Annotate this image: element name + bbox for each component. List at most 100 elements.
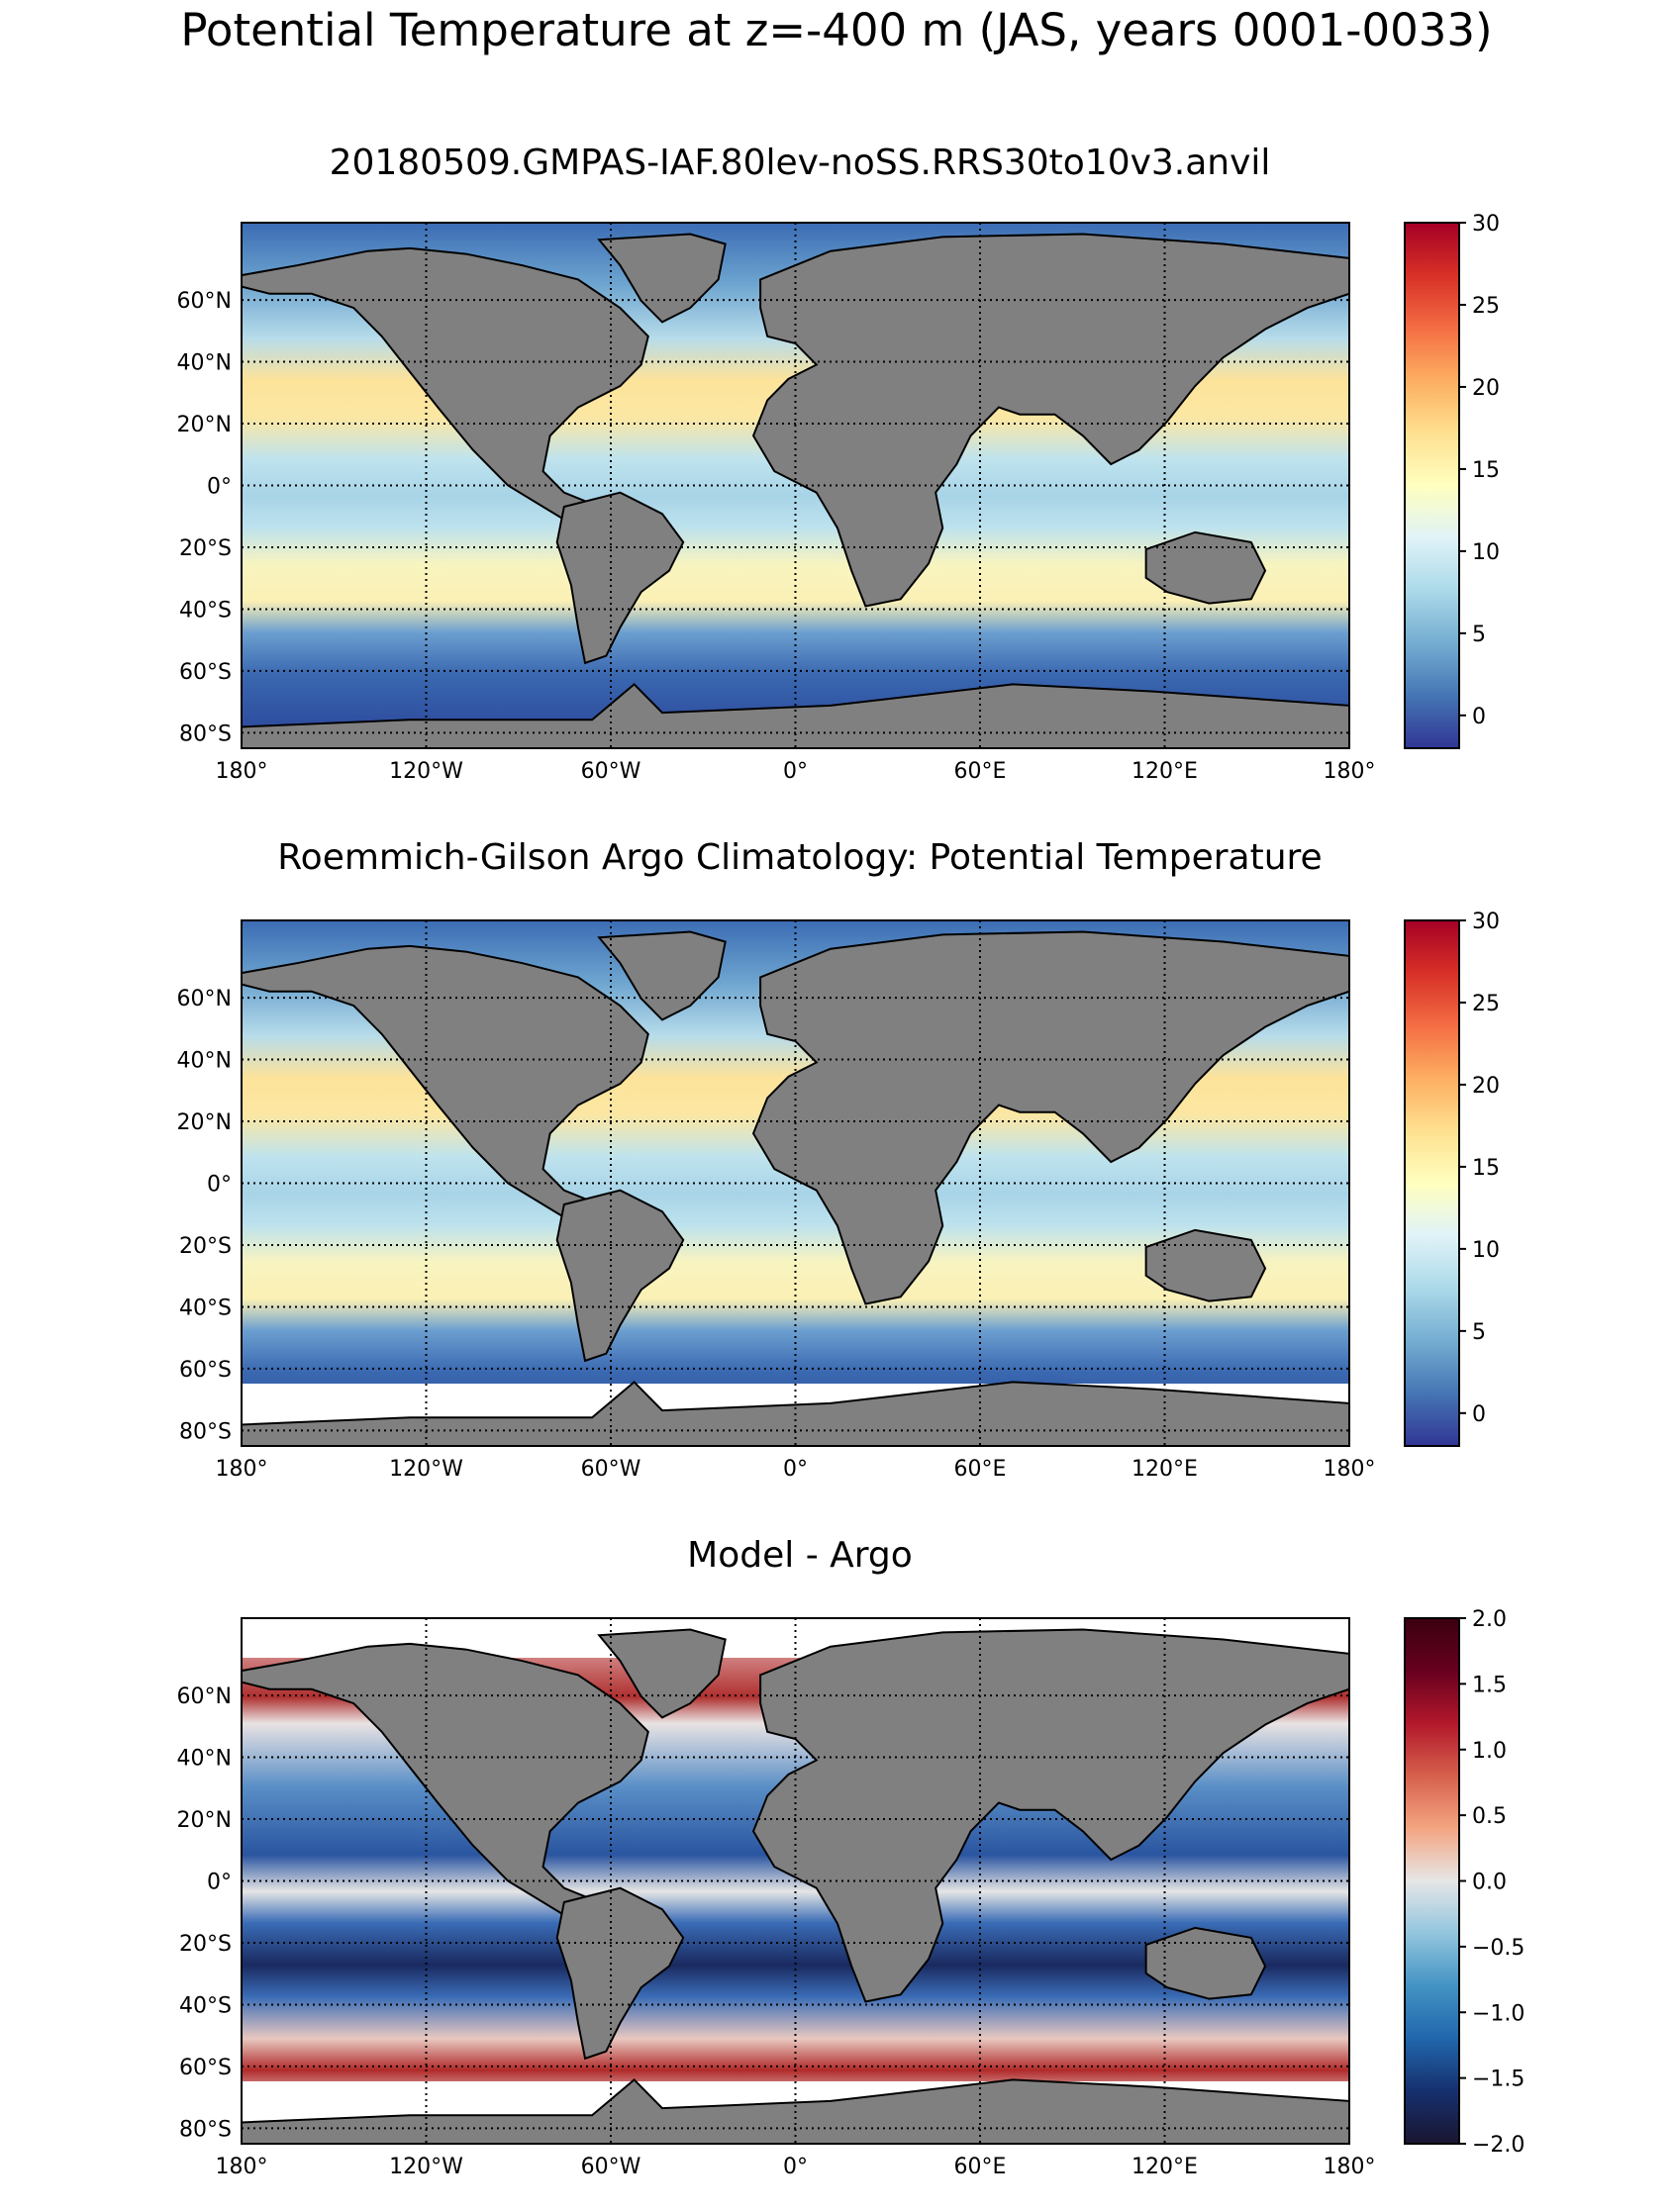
gridlines (242, 920, 1349, 1446)
map-axes-argo: 60°N 40°N 20°N 0° 20°S 40°S 60°S 80°S 180° 120°W… (177, 919, 1376, 1482)
panel-difference-title: Model - Argo (687, 1535, 913, 1576)
colorbar-tick-label: 25 (1472, 992, 1500, 1016)
panel-model-title: 20180509.GMPAS-IAF.80lev-noSS.RRS30to10v… (330, 143, 1271, 183)
lat-tick-label: 20°S (179, 536, 232, 561)
lon-tick-label: 180° (216, 759, 268, 784)
colorbar-tick-label: −1.5 (1472, 2068, 1525, 2092)
lat-tick-label: 0° (207, 475, 232, 500)
lat-tick-label: 0° (207, 1173, 232, 1198)
lon-tick-label: 180° (216, 1457, 268, 1482)
lat-tick-label: 20°N (177, 413, 232, 437)
panel-argo-title: Roemmich-Gilson Argo Climatology: Potent… (277, 837, 1322, 878)
lon-tick-label: 120°W (389, 2155, 463, 2179)
lat-tick-labels: 60°N 40°N 20°N 0° 20°S 40°S 60°S 80°S (177, 987, 232, 1444)
colorbar-tick-label: 15 (1472, 458, 1500, 483)
lon-tick-label: 60°W (581, 759, 641, 784)
colorbar-tick-label: −0.5 (1472, 1936, 1525, 1961)
lon-tick-label: 60°E (954, 759, 1007, 784)
lon-tick-labels: 180° 120°W 60°W 0° 60°E 120°E 180° (216, 1457, 1376, 1482)
lon-tick-labels: 180° 120°W 60°W 0° 60°E 120°E 180° (216, 2155, 1376, 2179)
lat-tick-label: 20°S (179, 1932, 232, 1957)
colorbar-bar (1404, 919, 1460, 1447)
lat-tick-label: 60°N (177, 1684, 232, 1709)
colorbar-tick-label: 20 (1472, 1074, 1500, 1099)
lon-tick-label: 0° (783, 2155, 808, 2179)
lat-tick-label: 80°S (179, 2117, 232, 2142)
colorbar-tick-label: 1.5 (1472, 1673, 1507, 1697)
lon-tick-label: 180° (1324, 2155, 1376, 2179)
colorbar-tick-label: 5 (1472, 1320, 1486, 1345)
colorbar-tick-label: 2.0 (1472, 1607, 1507, 1632)
lat-tick-label: 20°N (177, 1808, 232, 1833)
lat-tick-label: 20°N (177, 1110, 232, 1135)
colorbar-tick-label: 30 (1472, 910, 1500, 934)
map-frame (241, 1617, 1350, 2145)
colorbar-tick-label: −2.0 (1472, 2133, 1525, 2158)
figure-title: Potential Temperature at z=-400 m (JAS, … (180, 4, 1492, 56)
panel-model: 20180509.GMPAS-IAF.80lev-noSS.RRS30to10v… (177, 143, 1500, 784)
colorbar-difference: 2.01.51.00.50.0−0.5−1.0−1.5−2.0 °C (1404, 1607, 1525, 2158)
lon-tick-label: 120°E (1132, 1457, 1198, 1482)
lon-tick-label: 120°W (389, 1457, 463, 1482)
lat-tick-label: 40°N (177, 1747, 232, 1772)
lon-tick-label: 60°W (581, 2155, 641, 2179)
colorbar-tick-label: 15 (1472, 1156, 1500, 1181)
lat-tick-label: 60°S (179, 2056, 232, 2080)
map-axes-model: 60°N 40°N 20°N 0° 20°S 40°S 60°S 80°S 180° 120°W… (177, 222, 1376, 784)
lat-tick-label: 60°S (179, 660, 232, 685)
lat-tick-label: 40°S (179, 1993, 232, 2018)
colorbar-tick-label: 0.5 (1472, 1804, 1507, 1829)
lon-tick-label: 60°E (954, 2155, 1007, 2179)
lat-tick-label: 60°N (177, 289, 232, 314)
colorbar-bar (1404, 1617, 1460, 2145)
colorbar-tick-label: 25 (1472, 294, 1500, 319)
lon-tick-label: 120°W (389, 759, 463, 784)
colorbar-ticks: 30 25 20 15 10 5 0 (1459, 910, 1500, 1427)
lat-tick-label: 40°S (179, 598, 232, 623)
colorbar-tick-label: 0 (1472, 1402, 1486, 1427)
colorbar-bar (1404, 222, 1460, 749)
lat-tick-label: 0° (207, 1871, 232, 1895)
lat-tick-label: 40°N (177, 1049, 232, 1074)
lat-tick-label: 60°S (179, 1358, 232, 1383)
colorbar-tick-label: 5 (1472, 623, 1486, 647)
lat-tick-label: 80°S (179, 1419, 232, 1444)
colorbar-ticks: 30 25 20 15 10 5 0 (1459, 212, 1500, 729)
colorbar-tick-label: 10 (1472, 1238, 1500, 1263)
colorbar-tick-label: 1.0 (1472, 1739, 1507, 1764)
colorbar-tick-label: 30 (1472, 212, 1500, 237)
colorbar-ticks: 2.0 1.5 1.0 0.5 0.0 −0.5 −1.0 −1.5 −2.0 (1459, 1607, 1525, 2158)
map-axes-difference: 60°N 40°N 20°N 0° 20°S 40°S 60°S 80°S 180° 120°W… (177, 1617, 1376, 2179)
colorbar-tick-label: 0.0 (1472, 1871, 1507, 1895)
lon-tick-label: 0° (783, 1457, 808, 1482)
map-frame (241, 222, 1350, 749)
lon-tick-labels: 180° 120°W 60°W 0° 60°E 120°E 180° (216, 759, 1376, 784)
colorbar-tick-label: 10 (1472, 540, 1500, 565)
lat-tick-label: 20°S (179, 1234, 232, 1259)
colorbar-tick-label: 20 (1472, 376, 1500, 401)
lon-tick-label: 120°E (1132, 759, 1198, 784)
map-frame (241, 919, 1350, 1447)
lon-tick-label: 120°E (1132, 2155, 1198, 2179)
panel-difference: Model - Argo 60°N 40°N 20°N 0° 20°S 40°S 60°S 8… (177, 1535, 1525, 2179)
lon-tick-label: 180° (1324, 1457, 1376, 1482)
lon-tick-label: 180° (216, 2155, 268, 2179)
lat-tick-labels: 60°N 40°N 20°N 0° 20°S 40°S 60°S 80°S (177, 1684, 232, 2142)
lat-tick-label: 40°S (179, 1296, 232, 1320)
panel-argo: Roemmich-Gilson Argo Climatology: Potent… (177, 837, 1500, 1482)
lat-tick-label: 40°N (177, 351, 232, 376)
colorbar-tick-label: 0 (1472, 705, 1486, 729)
colorbar-tick-label: −1.0 (1472, 2001, 1525, 2026)
lon-tick-label: 60°E (954, 1457, 1007, 1482)
lon-tick-label: 0° (783, 759, 808, 784)
lon-tick-label: 180° (1324, 759, 1376, 784)
lat-tick-label: 80°S (179, 721, 232, 746)
lat-tick-label: 60°N (177, 987, 232, 1011)
lat-tick-labels: 60°N 40°N 20°N 0° 20°S 40°S 60°S 80°S (177, 289, 232, 746)
lon-tick-label: 60°W (581, 1457, 641, 1482)
gridlines (242, 223, 1349, 748)
gridlines (242, 1618, 1349, 2144)
